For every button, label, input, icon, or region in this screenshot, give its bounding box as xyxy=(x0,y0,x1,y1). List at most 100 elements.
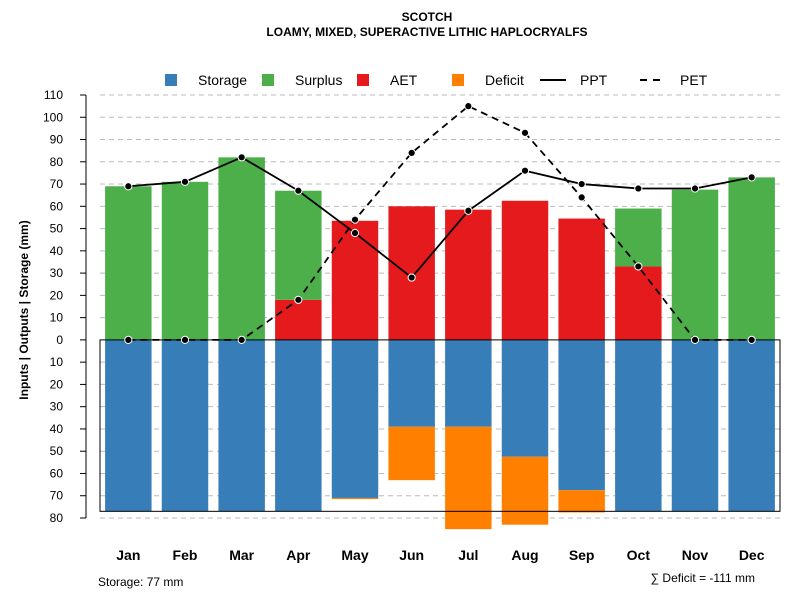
x-tick-label-aug: Aug xyxy=(511,547,538,563)
pet-point-nov xyxy=(690,335,700,344)
storage-bar-jan xyxy=(105,339,152,512)
y-tick-label: 90 xyxy=(50,133,64,147)
deficit-bar-may xyxy=(331,497,379,500)
ppt-point-may xyxy=(350,228,360,238)
ppt-point-nov xyxy=(690,184,700,193)
surplus-bar-oct xyxy=(615,208,662,267)
surplus-bar-jan xyxy=(105,186,152,340)
legend-swatch-aet xyxy=(357,74,369,86)
ppt-point-mar xyxy=(237,153,246,162)
y-tick-label: 80 xyxy=(50,511,64,525)
deficit-bar-sep xyxy=(558,490,605,513)
pet-point-feb xyxy=(180,335,190,344)
x-tick-label-mar: Mar xyxy=(229,547,254,563)
pet-point-oct xyxy=(634,262,643,271)
pet-point-mar xyxy=(237,335,246,344)
ppt-point-aug xyxy=(520,166,530,175)
pet-point-sep xyxy=(577,193,586,202)
y-tick-label: 50 xyxy=(50,444,64,458)
storage-capacity-box xyxy=(99,339,781,512)
x-tick-label-jun: Jun xyxy=(399,547,424,563)
storage-bar-oct xyxy=(615,339,662,512)
storage-bar-aug xyxy=(501,339,549,457)
storage-bar-nov xyxy=(671,339,719,512)
aet-bar-oct xyxy=(615,266,662,340)
storage-bar-feb xyxy=(161,339,209,512)
x-tick-label-may: May xyxy=(341,547,368,563)
aet-bar-jun xyxy=(388,206,435,340)
y-tick-label: 30 xyxy=(50,266,64,280)
storage-bar-mar xyxy=(218,339,265,512)
surplus-bar-apr xyxy=(275,190,322,300)
ppt-point-dec xyxy=(747,173,756,182)
ppt-point-jun xyxy=(407,273,416,282)
aet-bar-may xyxy=(331,220,379,340)
series-lines xyxy=(124,102,756,344)
storage-bar-sep xyxy=(558,339,605,491)
deficit-note: ∑ Deficit = -111 mm xyxy=(651,571,755,585)
x-tick-label-jan: Jan xyxy=(116,547,140,563)
pet-point-jan xyxy=(124,335,133,344)
storage-bar-jun xyxy=(388,339,435,427)
pet-point-jun xyxy=(407,148,416,157)
deficit-bar-jul xyxy=(445,426,492,530)
y-tick-label: 110 xyxy=(44,88,63,102)
legend-label-deficit: Deficit xyxy=(485,72,524,88)
pet-point-aug xyxy=(520,128,530,137)
y-axis-label: Inputs | Outputs | Storage (mm) xyxy=(17,220,31,399)
legend-label-pet: PET xyxy=(680,72,708,88)
y-tick-label: 70 xyxy=(50,489,64,503)
pet-point-dec xyxy=(747,335,756,344)
y-tick-label: 60 xyxy=(50,199,64,213)
y-tick-label: 40 xyxy=(50,244,64,258)
y-tick-label: 20 xyxy=(50,377,64,391)
x-tick-label-sep: Sep xyxy=(569,547,595,563)
ppt-point-apr xyxy=(294,186,303,195)
legend-label-aet: AET xyxy=(390,72,418,88)
storage-note: Storage: 77 mm xyxy=(98,575,183,589)
surplus-bar-nov xyxy=(671,189,719,340)
y-tick-label: 10 xyxy=(50,311,64,325)
y-tick-label: 100 xyxy=(43,110,63,124)
y-tick-label: 0 xyxy=(56,333,63,347)
surplus-bar-dec xyxy=(728,177,775,340)
y-tick-label: 70 xyxy=(50,177,64,191)
legend: Storage Surplus AET Deficit PPT PET xyxy=(165,72,708,88)
y-tick-label: 30 xyxy=(50,400,64,414)
storage-bar-apr xyxy=(275,339,322,512)
x-tick-label-dec: Dec xyxy=(739,547,765,563)
chart-title: SCOTCH xyxy=(402,10,453,24)
axes: 1101009080706050403020100102030405060708… xyxy=(43,88,765,563)
storage-bar-may xyxy=(331,339,379,498)
ppt-point-feb xyxy=(180,177,190,186)
storage-bar-dec xyxy=(728,339,775,512)
legend-swatch-deficit xyxy=(452,74,464,86)
x-tick-label-apr: Apr xyxy=(286,547,311,563)
y-tick-label: 20 xyxy=(50,288,64,302)
legend-label-storage: Storage xyxy=(198,72,247,88)
y-tick-label: 10 xyxy=(50,355,64,369)
pet-point-may xyxy=(350,215,360,224)
surplus-bar-mar xyxy=(218,157,265,340)
aet-bar-jul xyxy=(445,209,492,340)
ppt-point-sep xyxy=(577,179,586,189)
deficit-bar-aug xyxy=(501,456,549,525)
y-tick-label: 40 xyxy=(50,422,64,436)
x-tick-label-jul: Jul xyxy=(458,547,478,563)
ppt-point-jan xyxy=(124,182,133,191)
ppt-point-jul xyxy=(464,206,473,215)
pet-point-jul xyxy=(464,102,473,111)
x-tick-label-feb: Feb xyxy=(173,547,198,563)
y-tick-label: 80 xyxy=(50,155,64,169)
x-tick-label-nov: Nov xyxy=(682,547,709,563)
legend-swatch-storage xyxy=(165,74,177,86)
y-tick-label: 50 xyxy=(50,222,64,236)
aet-bar-apr xyxy=(275,299,322,340)
legend-label-ppt: PPT xyxy=(580,72,608,88)
ppt-line xyxy=(128,156,752,279)
aet-bar-aug xyxy=(501,200,549,340)
legend-swatch-surplus xyxy=(262,74,274,86)
ppt-point-oct xyxy=(634,184,643,193)
x-tick-label-oct: Oct xyxy=(627,547,651,563)
